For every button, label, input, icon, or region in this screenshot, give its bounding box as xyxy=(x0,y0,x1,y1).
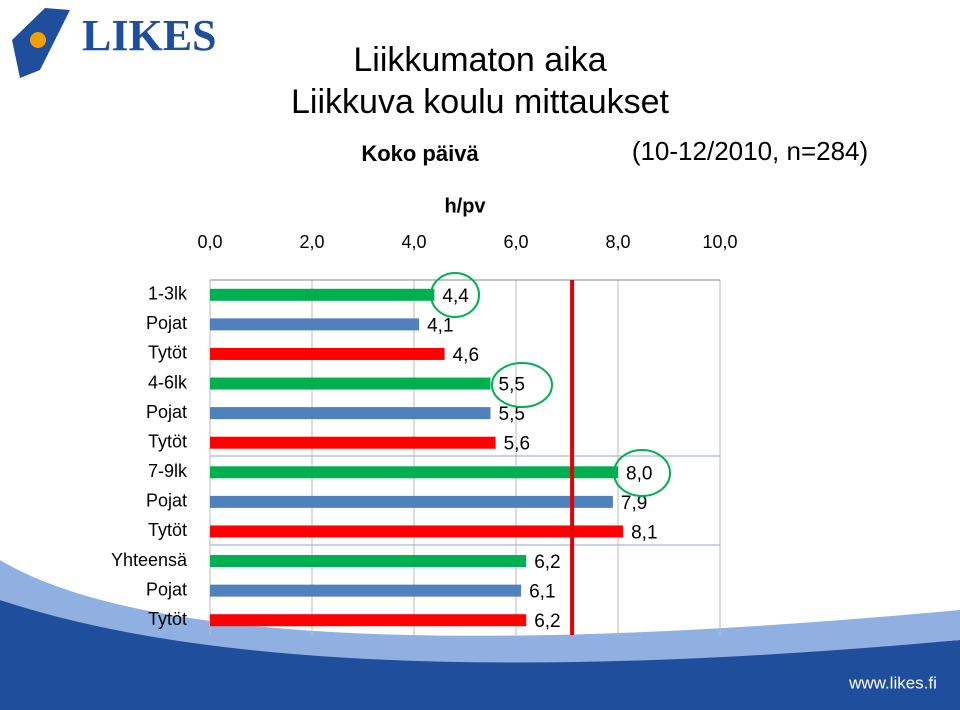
x-axis-label: h/pv xyxy=(444,195,486,217)
highlight-circle xyxy=(430,272,480,318)
bar xyxy=(210,555,527,568)
chart-title: Liikkumaton aika xyxy=(353,41,606,79)
bar xyxy=(210,436,496,449)
y-tick-label: Pojat xyxy=(146,313,187,333)
value-label: 6,2 xyxy=(534,611,560,632)
chart-note: (10-12/2010, n=284) xyxy=(632,136,868,166)
logo-dot xyxy=(30,32,46,48)
x-tick-label: 10,0 xyxy=(702,232,737,252)
value-label: 4,4 xyxy=(442,286,469,307)
y-tick-label: 7-9lk xyxy=(148,461,188,481)
bar xyxy=(210,525,624,538)
y-tick-label: 1-3lk xyxy=(148,284,188,304)
value-label: 5,6 xyxy=(504,434,530,455)
footer-url: www.likes.fi xyxy=(848,673,937,692)
footer-swoosh-light xyxy=(0,560,960,663)
y-tick-label: Pojat xyxy=(146,579,187,599)
y-tick-label: 4-6lk xyxy=(148,372,188,392)
value-label: 6,2 xyxy=(534,552,560,573)
logo-text: LIKES xyxy=(82,11,217,60)
x-tick-label: 4,0 xyxy=(401,232,426,252)
x-tick-label: 6,0 xyxy=(503,232,528,252)
value-label: 6,1 xyxy=(529,582,555,603)
x-tick-label: 0,0 xyxy=(197,232,222,252)
x-tick-label: 2,0 xyxy=(299,232,324,252)
bar xyxy=(210,614,527,627)
value-label: 4,1 xyxy=(427,315,453,336)
bar xyxy=(210,288,435,301)
value-label: 8,1 xyxy=(631,522,657,543)
bar xyxy=(210,466,618,479)
logo: LIKES xyxy=(12,8,217,78)
footer-swoosh xyxy=(0,600,960,710)
y-tick-label: Tytöt xyxy=(148,520,187,540)
value-label: 5,5 xyxy=(499,375,525,396)
y-tick-label: Tytöt xyxy=(148,343,187,363)
y-tick-label: Pojat xyxy=(146,402,187,422)
chart-label: Koko päivä xyxy=(361,141,479,166)
bar xyxy=(210,377,491,390)
bar xyxy=(210,347,445,360)
highlight-circle xyxy=(613,449,671,497)
chart-subtitle: Liikkuva koulu mittaukset xyxy=(291,83,670,121)
highlight-circle xyxy=(491,362,553,408)
y-tick-label: Yhteensä xyxy=(111,550,188,570)
value-label: 4,6 xyxy=(453,345,479,366)
value-label: 8,0 xyxy=(626,463,652,484)
y-tick-label: Tytöt xyxy=(148,431,187,451)
bar xyxy=(210,495,613,508)
plot: 0,0 2,0 4,0 6,0 8,0 10,0 1-3lk 4,4 Pojat 4,1 Tytöt… xyxy=(111,232,738,635)
bar xyxy=(210,407,491,420)
bar xyxy=(210,584,522,597)
value-label: 5,5 xyxy=(499,404,525,425)
bar xyxy=(210,318,420,331)
y-tick-label: Pojat xyxy=(146,491,187,511)
value-label: 7,9 xyxy=(621,493,647,514)
x-tick-label: 8,0 xyxy=(605,232,630,252)
y-tick-label: Tytöt xyxy=(148,609,187,629)
